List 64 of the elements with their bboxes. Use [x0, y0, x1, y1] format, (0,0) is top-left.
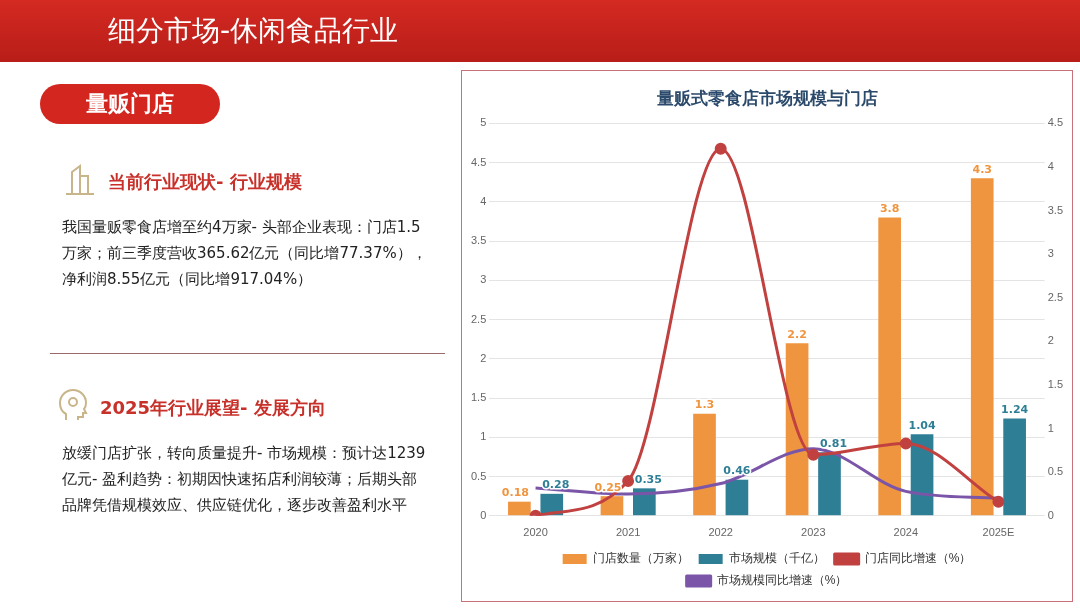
data-label: 0.25 [594, 480, 622, 494]
data-label: 0.28 [542, 478, 570, 492]
y-tick-label: 3 [480, 273, 487, 286]
y-tick-label: 4 [480, 194, 487, 207]
y-tick-label: 3.5 [470, 234, 487, 247]
y2-tick-label: 3.5 [1047, 203, 1064, 216]
bar [818, 452, 841, 516]
bar [1003, 418, 1026, 516]
y2-tick-label: 3 [1047, 247, 1054, 260]
bar [970, 178, 994, 516]
bar [910, 434, 934, 516]
legend-label: 门店数量（万家） [592, 551, 689, 566]
y2-tick-label: 4 [1047, 160, 1054, 173]
legend-label: 市场规模（千亿） [728, 551, 825, 566]
bar [693, 413, 716, 516]
data-label: 4.3 [972, 162, 992, 176]
point [714, 142, 727, 155]
data-label: 1.24 [1001, 402, 1029, 416]
legend-label: 市场规模同比增速（%） [716, 573, 848, 588]
x-tick-label: 2022 [708, 526, 733, 539]
bar [878, 217, 901, 516]
y-tick-label: 2.5 [470, 312, 487, 325]
y2-tick-label: 0.5 [1047, 465, 1064, 478]
text: 我国量贩零食店增至约4万家- 头部企业表现：门店1.5万家；前三季度营收365.62亿元（同比增77.37%），净利润8.55亿元（同比增917.04%） [62, 217, 428, 290]
y-tick-label: 1.5 [470, 391, 487, 404]
x-tick-label: 2025E [982, 526, 1015, 539]
text: 细分市场-休闲食品行业 [108, 13, 399, 49]
x-tick-label: 2021 [615, 526, 641, 539]
data-label: 3.8 [879, 201, 900, 215]
y-tick-label: 4.5 [470, 155, 487, 168]
y2-tick-label: 1.5 [1047, 378, 1064, 391]
data-label: 0.46 [723, 464, 751, 478]
y2-tick-label: 1 [1047, 421, 1054, 434]
y2-tick-label: 2.5 [1047, 290, 1064, 303]
x-tick-label: 2024 [893, 526, 919, 539]
data-label: 1.3 [694, 398, 715, 412]
y-tick-label: 2 [480, 351, 487, 364]
chart-title: 量贩式零食店市场规模与门店 [655, 87, 878, 108]
text: 2025年行业展望- 发展方向 [100, 396, 326, 420]
x-tick-label: 2020 [523, 526, 548, 539]
text: 当前行业现状- 行业规模 [108, 170, 302, 194]
data-label: 0.35 [634, 472, 662, 486]
y-tick-label: 0 [480, 508, 487, 521]
point [992, 495, 1005, 508]
data-label: 2.2 [787, 327, 807, 341]
y-tick-label: 5 [480, 116, 487, 129]
data-label: 0.81 [819, 436, 848, 450]
data-label: 0.18 [501, 486, 529, 500]
text: 量贩门店 [40, 84, 220, 124]
data-label: 1.04 [908, 418, 936, 432]
bar [725, 479, 749, 516]
y2-tick-label: 2 [1047, 334, 1054, 347]
y-tick-label: 0.5 [470, 469, 487, 482]
bar [785, 343, 809, 516]
y2-tick-label: 0 [1047, 508, 1054, 521]
point [807, 448, 820, 461]
point [899, 437, 912, 450]
bar [508, 501, 531, 516]
y-tick-label: 1 [480, 430, 487, 443]
point [622, 474, 635, 487]
x-tick-label: 2023 [801, 526, 826, 539]
text: 放缓门店扩张，转向质量提升- 市场规模：预计达1239亿元- 盈利趋势：初期因快速拓店利润较薄；后期头部品牌凭借规模效应、供应链优化，逐步改善盈利水平 [62, 443, 427, 516]
legend-label: 门店同比增速（%） [864, 551, 972, 566]
y2-tick-label: 4.5 [1047, 116, 1064, 129]
